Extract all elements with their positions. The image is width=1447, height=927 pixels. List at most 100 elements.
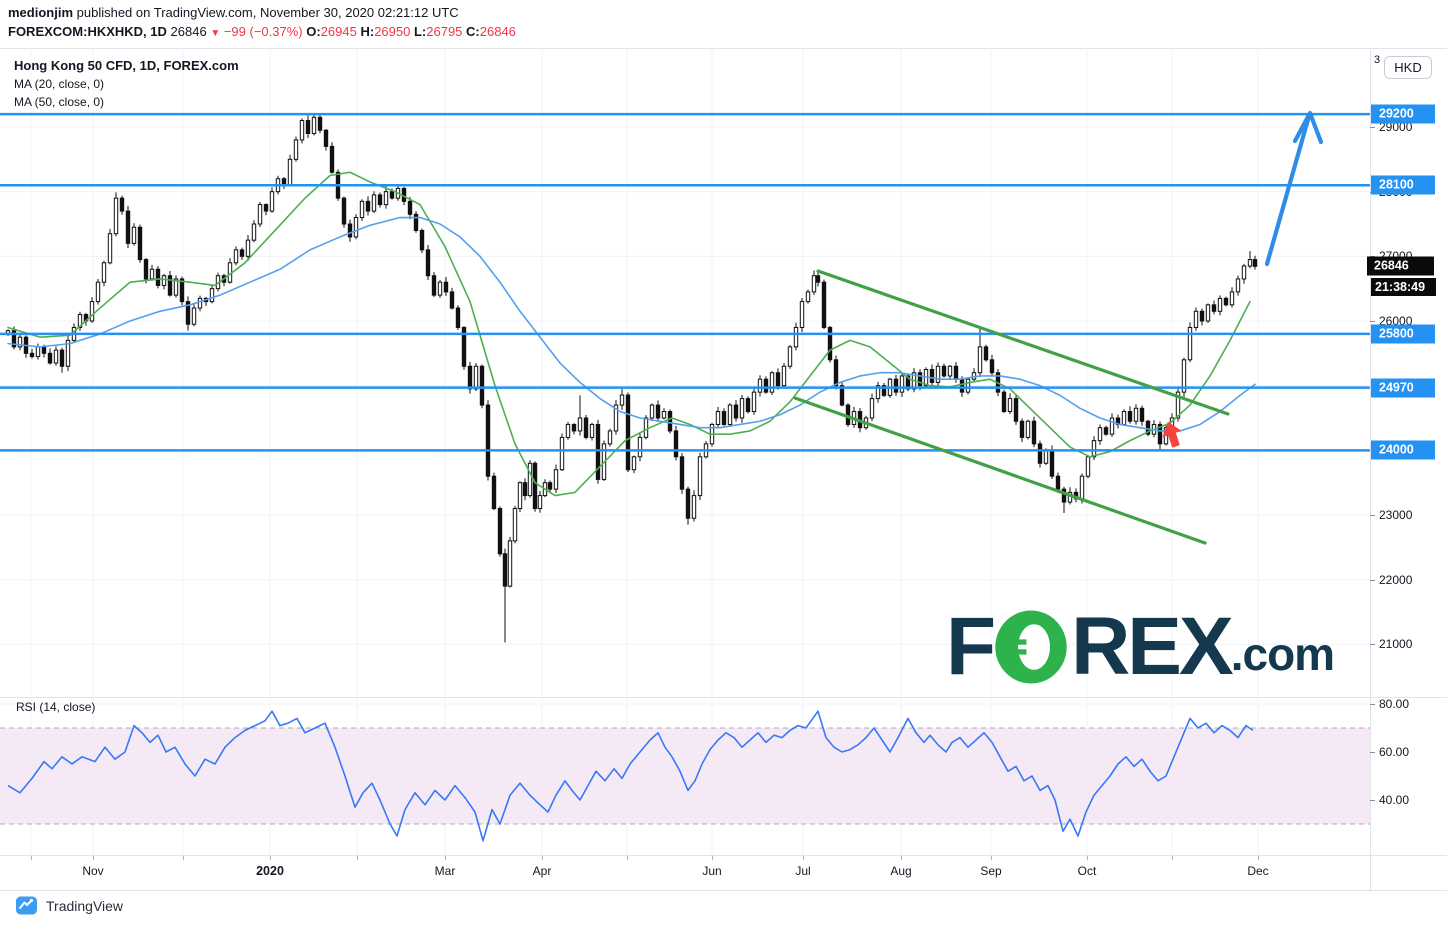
candle-body	[775, 372, 781, 387]
candle-body	[371, 194, 377, 212]
candle-body	[715, 411, 721, 425]
currency-button[interactable]: HKD	[1384, 56, 1432, 79]
candle-body	[941, 365, 947, 377]
candle-body	[1223, 297, 1229, 306]
candle-body	[347, 223, 353, 238]
candle-body	[1025, 420, 1031, 438]
candle-body	[359, 200, 365, 219]
candle-body	[977, 346, 983, 374]
tradingview-attribution[interactable]: TradingView	[14, 895, 123, 916]
candle-body	[485, 404, 491, 477]
pane-separator[interactable]	[0, 697, 1447, 698]
candle-body	[1193, 310, 1199, 328]
candle-body	[53, 349, 59, 364]
axis-tick	[1370, 321, 1375, 322]
time-axis-label: Sep	[980, 864, 1002, 878]
candle-body	[377, 194, 383, 206]
rsi-pane[interactable]	[0, 697, 1370, 855]
candle-body	[113, 197, 119, 235]
candle-body	[799, 301, 805, 328]
candle-body	[107, 233, 113, 264]
candle-body	[649, 404, 655, 419]
price-axis-label: 23000	[1379, 508, 1413, 522]
axis-tick	[1370, 126, 1375, 128]
candle-body	[983, 346, 989, 361]
low-value: 26795	[426, 24, 463, 39]
candle-body	[1055, 475, 1061, 490]
time-axis-label: Nov	[82, 864, 104, 878]
legend-ma20[interactable]: MA (20, close, 0)	[14, 77, 105, 91]
legend-title[interactable]: Hong Kong 50 CFD, 1D, FOREX.com	[14, 58, 239, 73]
level-price-label: 29200	[1371, 104, 1435, 124]
candle-body	[173, 278, 179, 296]
high-value: 26950	[374, 24, 411, 39]
candle-body	[47, 352, 53, 364]
rsi-indicator-label[interactable]: RSI (14, close)	[16, 700, 96, 714]
candle-body	[1145, 420, 1151, 435]
candle-body	[95, 281, 101, 303]
candle-body	[583, 417, 589, 438]
time-axis-tick	[712, 856, 713, 860]
candle-body	[131, 226, 137, 244]
candle-body	[125, 210, 131, 244]
candle-body	[473, 365, 479, 390]
candle-body	[1091, 440, 1097, 458]
candle-body	[1229, 291, 1235, 306]
level-price-label: 25800	[1371, 324, 1435, 344]
candle-body	[365, 200, 371, 212]
candle-body	[263, 204, 269, 212]
candle-body	[763, 378, 769, 393]
candle-body	[497, 508, 503, 555]
candle-body	[77, 314, 83, 328]
candle-body	[137, 226, 143, 261]
time-axis-tick	[445, 856, 446, 860]
candle-body	[559, 436, 565, 471]
time-axis-tick	[901, 856, 902, 860]
candle-body	[565, 423, 571, 438]
candle-body	[1139, 407, 1145, 422]
candle-body	[893, 378, 899, 393]
candle-body	[727, 404, 733, 425]
symbol-info-bar: FOREXCOM:HKXHKD, 1D 26846 ▼ −99 (−0.37%)…	[8, 24, 516, 39]
candle-body	[461, 326, 467, 367]
buy-signal-arrow-icon	[1162, 421, 1182, 448]
price-pane[interactable]	[0, 48, 1370, 697]
time-axis-label: Aug	[890, 864, 912, 878]
candle-body	[721, 411, 727, 425]
close-value: 26846	[479, 24, 516, 39]
price-axis-label: 22000	[1379, 572, 1413, 587]
candle-body	[455, 307, 461, 328]
candle-body	[1175, 391, 1181, 419]
candle-body	[161, 275, 167, 286]
candle-body	[965, 378, 971, 393]
legend-ma50[interactable]: MA (50, close, 0)	[14, 95, 105, 109]
tradingview-brand-text[interactable]: TradingView	[46, 897, 124, 914]
candle-body	[571, 423, 577, 432]
trend-channel-line	[793, 396, 1207, 545]
rsi-axis-label: 40.00	[1379, 793, 1410, 807]
watermark-dotcom: .com	[1230, 628, 1335, 680]
candle-body	[625, 394, 631, 471]
candle-body	[233, 249, 239, 264]
watermark-f: F	[946, 601, 996, 692]
candle-body	[425, 249, 431, 277]
chart-legend[interactable]: Hong Kong 50 CFD, 1D, FOREX.com MA (20, …	[14, 57, 239, 111]
candle-body	[491, 475, 497, 510]
candle-body	[389, 191, 395, 199]
candle-body	[1247, 259, 1253, 267]
candle-body	[869, 398, 875, 419]
candle-body	[667, 411, 673, 432]
candle-body	[899, 375, 905, 393]
candle-body	[287, 158, 293, 186]
candle-body	[697, 456, 703, 497]
candle-body	[935, 365, 941, 383]
candle-body	[155, 268, 161, 286]
tradingview-logo-icon	[16, 896, 37, 915]
forex-o-coin-icon	[995, 610, 1067, 684]
projection-arrow-shaft	[1264, 113, 1312, 267]
candle-body	[787, 346, 793, 367]
candle-body	[643, 417, 649, 438]
candle-body	[59, 349, 65, 367]
time-axis-label: Apr	[532, 864, 552, 878]
candle-body	[1121, 411, 1127, 425]
